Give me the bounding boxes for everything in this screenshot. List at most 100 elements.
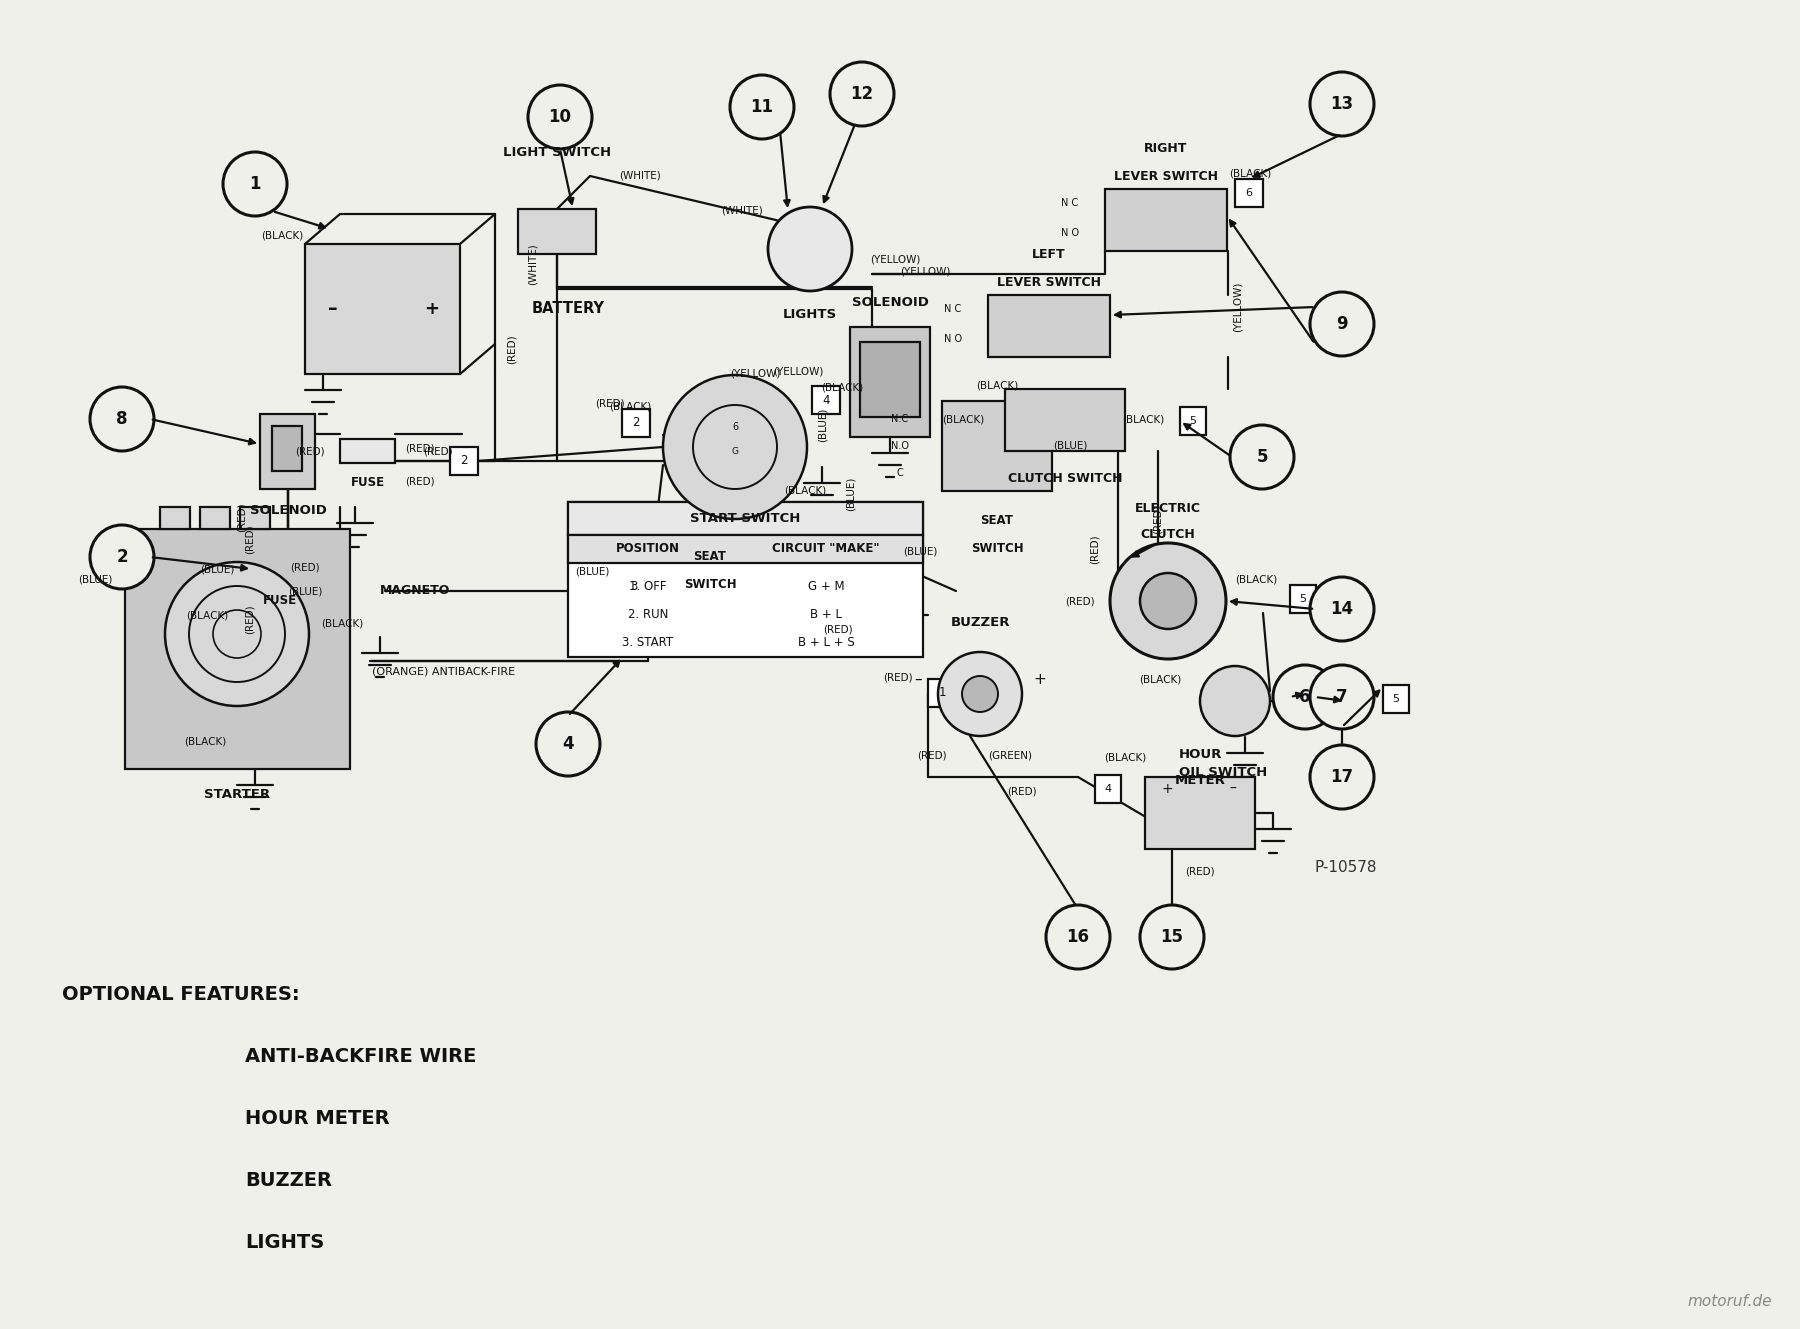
- Text: HOUR: HOUR: [1179, 747, 1222, 760]
- Text: +: +: [1161, 781, 1174, 796]
- Text: (RED): (RED): [245, 605, 256, 634]
- Text: 9: 9: [1336, 315, 1348, 334]
- Text: START SWITCH: START SWITCH: [691, 512, 801, 525]
- Text: –: –: [328, 299, 338, 319]
- Text: (RED): (RED): [290, 562, 320, 571]
- Text: (BLUE): (BLUE): [1053, 441, 1087, 451]
- Text: 5: 5: [1256, 448, 1267, 466]
- Circle shape: [1046, 905, 1111, 969]
- Text: (BLUE): (BLUE): [288, 586, 322, 595]
- Text: 7: 7: [1336, 688, 1348, 706]
- Text: 5: 5: [1190, 416, 1197, 427]
- Bar: [1145, 777, 1255, 849]
- Circle shape: [662, 375, 806, 520]
- Text: (BLUE): (BLUE): [200, 563, 234, 574]
- Text: N.C: N.C: [891, 415, 909, 424]
- Bar: [160, 506, 191, 529]
- Text: (RED): (RED): [596, 399, 625, 409]
- Text: B + L + S: B + L + S: [797, 637, 855, 650]
- Text: (BLACK): (BLACK): [185, 611, 229, 621]
- Bar: [124, 529, 349, 769]
- Text: BUZZER: BUZZER: [245, 1171, 331, 1191]
- Text: 17: 17: [1330, 768, 1354, 785]
- Bar: [569, 536, 923, 563]
- Text: (BLUE): (BLUE): [904, 546, 938, 556]
- Text: (BLACK): (BLACK): [1235, 574, 1278, 583]
- Circle shape: [1310, 577, 1373, 641]
- Text: (BLACK): (BLACK): [783, 486, 826, 496]
- Circle shape: [1139, 905, 1204, 969]
- Text: (RED): (RED): [823, 625, 853, 634]
- Text: G: G: [731, 448, 738, 456]
- Text: LEVER SWITCH: LEVER SWITCH: [1114, 170, 1219, 183]
- Circle shape: [731, 74, 794, 140]
- Text: (RED): (RED): [884, 672, 913, 682]
- Bar: [450, 447, 479, 474]
- Text: (BLACK): (BLACK): [1229, 169, 1271, 179]
- Text: (BLACK): (BLACK): [320, 619, 364, 629]
- Text: N C: N C: [1062, 198, 1078, 209]
- Circle shape: [1111, 544, 1226, 659]
- Text: –: –: [1229, 781, 1237, 796]
- Bar: [1181, 407, 1206, 435]
- Circle shape: [830, 62, 895, 126]
- Text: (BLUE): (BLUE): [817, 408, 828, 443]
- Circle shape: [527, 85, 592, 149]
- Text: FUSE: FUSE: [351, 477, 385, 489]
- Text: RIGHT: RIGHT: [1145, 142, 1188, 155]
- Circle shape: [1310, 292, 1373, 356]
- Text: 6: 6: [1246, 187, 1253, 198]
- Text: (BLACK): (BLACK): [821, 381, 864, 392]
- Text: SOLENOID: SOLENOID: [851, 295, 929, 308]
- Circle shape: [1310, 72, 1373, 136]
- Text: (RED): (RED): [1091, 534, 1100, 563]
- Text: (BLACK): (BLACK): [261, 231, 302, 241]
- Bar: [619, 573, 648, 601]
- Text: 5: 5: [1393, 694, 1400, 704]
- Circle shape: [1310, 664, 1373, 730]
- Text: CIRCUIT "MAKE": CIRCUIT "MAKE": [772, 542, 880, 556]
- Text: 8: 8: [117, 411, 128, 428]
- Text: (BLACK): (BLACK): [1139, 674, 1181, 684]
- Text: 3. START: 3. START: [623, 637, 673, 650]
- Text: 16: 16: [1066, 928, 1089, 946]
- Text: (RED): (RED): [918, 751, 947, 762]
- Text: LEFT: LEFT: [1031, 249, 1066, 262]
- Text: LIGHTS: LIGHTS: [245, 1233, 324, 1252]
- Text: 12: 12: [850, 85, 873, 104]
- Text: BATTERY: BATTERY: [533, 302, 605, 316]
- Text: (RED): (RED): [295, 447, 324, 456]
- Text: (BLACK): (BLACK): [1121, 415, 1165, 425]
- Bar: [252, 557, 308, 581]
- Text: (RED): (RED): [1184, 867, 1215, 876]
- Text: 15: 15: [1161, 928, 1184, 946]
- Circle shape: [961, 676, 997, 712]
- Circle shape: [90, 525, 155, 589]
- Text: STARTER: STARTER: [203, 788, 270, 800]
- Text: (BLACK): (BLACK): [941, 415, 985, 425]
- Text: (YELLOW): (YELLOW): [900, 266, 950, 276]
- Text: (WHITE): (WHITE): [527, 243, 538, 284]
- Text: 3: 3: [630, 581, 637, 594]
- Text: (RED): (RED): [405, 476, 436, 486]
- Bar: [272, 427, 302, 470]
- Text: HOUR METER: HOUR METER: [245, 1110, 389, 1128]
- Text: (RED): (RED): [405, 444, 436, 455]
- Text: MAGNETO: MAGNETO: [380, 585, 450, 598]
- Text: OPTIONAL FEATURES:: OPTIONAL FEATURES:: [61, 985, 299, 1003]
- Text: (RED): (RED): [1154, 504, 1163, 534]
- Bar: [623, 409, 650, 437]
- Text: (YELLOW): (YELLOW): [1233, 282, 1244, 332]
- Text: SWITCH: SWITCH: [970, 542, 1024, 556]
- Text: (RED): (RED): [1066, 595, 1094, 606]
- Bar: [340, 439, 394, 462]
- Text: LIGHTS: LIGHTS: [783, 307, 837, 320]
- Text: (BLACK): (BLACK): [608, 401, 652, 412]
- Text: B + L: B + L: [810, 609, 842, 622]
- Bar: [1094, 775, 1121, 803]
- Text: (ORANGE) ANTIBACK-FIRE: (ORANGE) ANTIBACK-FIRE: [373, 666, 515, 676]
- Bar: [929, 679, 956, 707]
- Text: 4: 4: [823, 393, 830, 407]
- Text: (BLACK): (BLACK): [184, 736, 227, 746]
- Polygon shape: [988, 295, 1111, 358]
